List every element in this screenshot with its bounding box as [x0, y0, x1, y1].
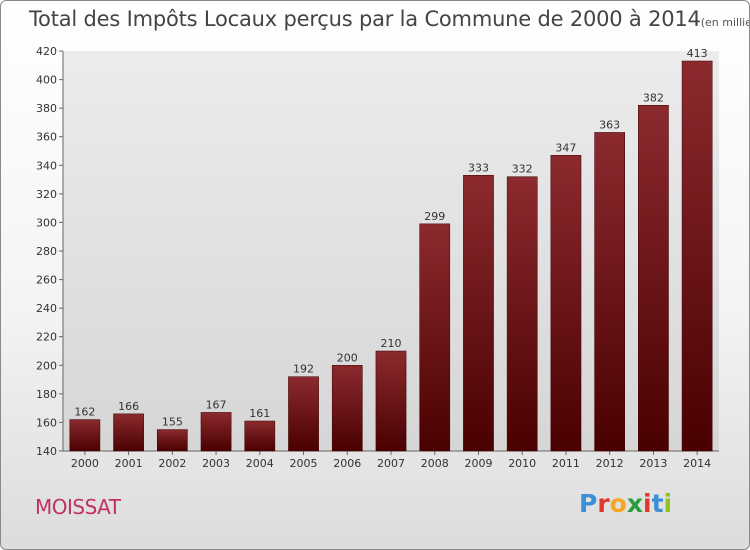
- y-tick-label: 200: [36, 359, 57, 372]
- bar-2000: [69, 419, 101, 452]
- bar-2004: [244, 420, 276, 452]
- y-tick-label: 220: [36, 331, 57, 344]
- y-tick-label: 300: [36, 216, 57, 229]
- x-tick-label: 2009: [464, 457, 492, 470]
- bar-2013: [638, 105, 669, 452]
- y-tick-label: 340: [36, 159, 57, 172]
- y-tick-label: 180: [36, 388, 57, 401]
- bar-value-label: 166: [118, 400, 139, 413]
- x-axis: 2000 2001 2002 2003 2004 2005 2006 2007 2008 2009…: [63, 450, 719, 470]
- bar-value-label: 299: [424, 210, 445, 223]
- bar-2008: [419, 223, 451, 452]
- bar-value-label: 192: [293, 363, 314, 376]
- title-unit: (en milliers d'€): [700, 16, 749, 29]
- y-tick-label: 420: [36, 45, 57, 58]
- logo-letter: x: [626, 489, 643, 518]
- y-tick-label: 160: [36, 416, 57, 429]
- y-tick-label: 240: [36, 302, 57, 315]
- x-tick-label: 2003: [202, 457, 230, 470]
- bar-2002: [156, 429, 188, 452]
- y-tick-label: 320: [36, 188, 57, 201]
- bar-value-label: 333: [468, 161, 489, 174]
- bar-value-label: 332: [512, 163, 533, 176]
- bar-value-label: 167: [206, 398, 227, 411]
- x-tick-label: 2012: [596, 457, 624, 470]
- bars-group: 162 166 155 167 161 192 200 210 299 333 332 347 363 3…: [69, 47, 713, 452]
- bar-2007: [375, 350, 407, 452]
- x-tick-label: 2006: [333, 457, 361, 470]
- logo-letter: r: [597, 489, 610, 518]
- x-tick-label: 2014: [683, 457, 711, 470]
- y-tick-label: 400: [36, 74, 57, 87]
- proxiti-logo[interactable]: Proxiti: [579, 489, 672, 518]
- y-axis: 140 160 180 200 220 240 260 280 300 320 340 360 380 4…: [36, 45, 64, 458]
- x-tick-label: 2005: [290, 457, 318, 470]
- y-tick-label: 280: [36, 245, 57, 258]
- title-text: Total des Impôts Locaux perçus par la Co…: [29, 7, 701, 31]
- commune-name: MOISSAT: [35, 495, 121, 519]
- bar-2009: [463, 175, 494, 452]
- bar-value-label: 363: [599, 118, 620, 131]
- logo-letter: t: [651, 489, 664, 518]
- bar-2003: [200, 412, 232, 452]
- bar-value-label: 155: [162, 416, 183, 429]
- logo-letter: i: [663, 489, 673, 518]
- logo-letter: i: [643, 489, 652, 518]
- bar-2005: [288, 376, 319, 452]
- bar-value-label: 347: [555, 141, 576, 154]
- bar-2001: [113, 413, 144, 452]
- bar-value-label: 382: [643, 91, 664, 104]
- logo-letter: o: [609, 489, 627, 518]
- x-tick-label: 2004: [246, 457, 274, 470]
- x-tick-label: 2001: [115, 457, 143, 470]
- x-tick-label: 2002: [158, 457, 186, 470]
- y-tick-label: 380: [36, 102, 57, 115]
- x-tick-label: 2011: [552, 457, 580, 470]
- bar-value-label: 161: [249, 407, 270, 420]
- bar-2011: [550, 155, 582, 452]
- x-tick-label: 2013: [639, 457, 667, 470]
- x-tick-label: 2010: [508, 457, 536, 470]
- x-tick-label: 2000: [71, 457, 99, 470]
- bar-2012: [594, 132, 626, 452]
- logo-letter: P: [579, 489, 598, 518]
- bar-value-label: 162: [74, 406, 95, 419]
- bar-value-label: 210: [381, 337, 402, 350]
- bar-value-label: 200: [337, 351, 358, 364]
- x-tick-label: 2007: [377, 457, 405, 470]
- bar-value-label: 413: [687, 47, 708, 60]
- y-tick-label: 260: [36, 274, 57, 287]
- chart-title: Total des Impôts Locaux perçus par la Co…: [29, 7, 749, 31]
- bar-2010: [506, 176, 538, 452]
- bar-2014: [681, 60, 713, 452]
- x-tick-label: 2008: [421, 457, 449, 470]
- y-tick-label: 360: [36, 131, 57, 144]
- bar-2006: [331, 365, 363, 452]
- y-tick-label: 140: [36, 445, 57, 458]
